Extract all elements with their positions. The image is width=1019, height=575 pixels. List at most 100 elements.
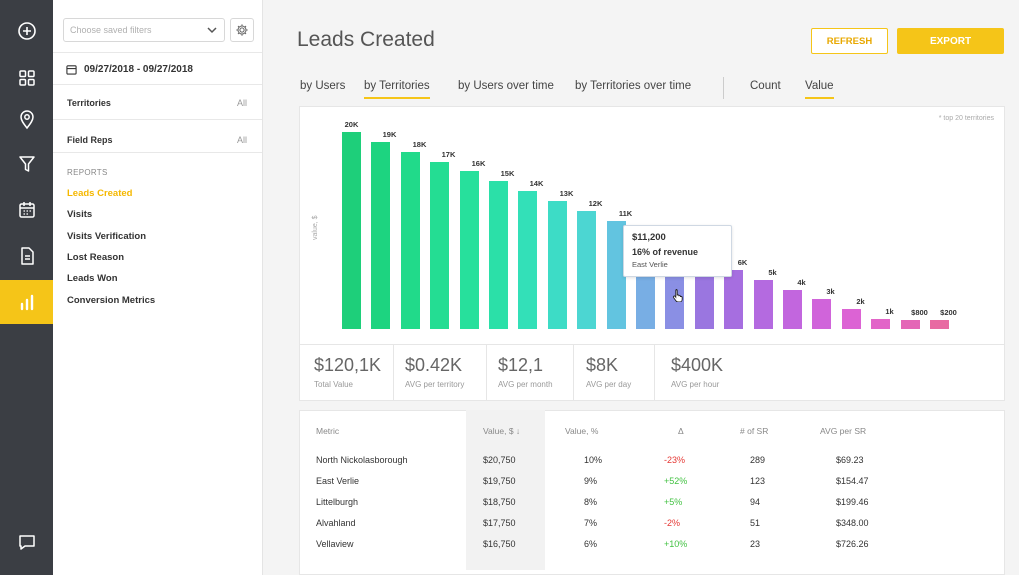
refresh-button[interactable]: REFRESH (811, 28, 888, 54)
chart-bar[interactable] (754, 279, 773, 329)
cell-pct: 7% (584, 518, 598, 528)
filter-settings-button[interactable] (230, 18, 254, 42)
chart-bar[interactable] (371, 141, 390, 329)
cell-delta: -23% (664, 455, 686, 465)
cell-metric: North Nickolasborough (316, 455, 408, 465)
stat-value: $400K (671, 355, 724, 375)
document-icon[interactable] (0, 234, 53, 278)
col-header-pct[interactable]: Value, % (565, 426, 599, 436)
stat-label: AVG per territory (405, 380, 465, 389)
cell-sr: 23 (750, 539, 761, 549)
chart-bar[interactable] (401, 151, 420, 329)
tab-by-territories[interactable]: by Territories (364, 80, 430, 99)
report-visits-verification[interactable]: Visits Verification (67, 231, 147, 242)
bar-chart-icon[interactable] (0, 280, 53, 324)
stat-label: AVG per hour (671, 380, 720, 389)
report-leads-created[interactable]: Leads Created (67, 188, 133, 199)
chart-bar[interactable] (783, 289, 802, 329)
chart-bar[interactable] (342, 132, 361, 329)
cell-value: $20,750 (483, 455, 516, 465)
col-header-delta[interactable]: Δ (678, 426, 684, 436)
chart-bar[interactable] (842, 309, 861, 329)
stat-divider (393, 344, 394, 400)
grid-icon[interactable] (0, 56, 53, 100)
chart-bar[interactable] (548, 200, 567, 329)
cell-delta: +10% (664, 539, 688, 549)
stat-total-value: $120,1K Total Value (314, 355, 381, 389)
page-title: Leads Created (297, 28, 435, 51)
cell-sr: 51 (750, 518, 761, 528)
funnel-icon[interactable] (0, 142, 53, 186)
chart-bar[interactable] (430, 161, 449, 329)
cell-pct: 9% (584, 476, 598, 486)
col-header-sr[interactable]: # of SR (740, 426, 769, 436)
stat-divider (573, 344, 574, 400)
saved-filters-select[interactable]: Choose saved filters (63, 18, 225, 42)
chart-bar[interactable] (812, 299, 831, 329)
cell-sr: 289 (750, 455, 766, 465)
filter-value: All (236, 135, 247, 145)
chart-bar[interactable] (901, 320, 920, 329)
col-header-value[interactable]: Value, $ ↓ (483, 426, 521, 436)
chart-bar[interactable] (930, 320, 949, 329)
chart-bar[interactable] (871, 319, 890, 329)
cell-avg: $348.00 (836, 518, 869, 528)
export-button[interactable]: EXPORT (897, 28, 1004, 54)
tab-by-territories-over-time[interactable]: by Territories over time (575, 80, 692, 92)
tab-by-users[interactable]: by Users (300, 80, 346, 92)
cell-pct: 10% (584, 455, 603, 465)
tab-count[interactable]: Count (750, 80, 781, 92)
metrics-table (299, 410, 1005, 575)
filter-label: Field Reps (67, 135, 113, 145)
col-header-avg-sr[interactable]: AVG per SR (820, 426, 867, 436)
tab-divider (723, 77, 724, 99)
sorted-column-highlight (466, 410, 545, 570)
col-header-metric[interactable]: Metric (316, 426, 340, 436)
location-pin-icon[interactable] (0, 98, 53, 142)
stat-avg-month: $12,1 AVG per month (498, 355, 553, 389)
chart-bar[interactable] (695, 260, 714, 329)
chart-note: * top 20 territories (938, 115, 994, 122)
bar-value-label: 11K (618, 208, 633, 218)
tab-value[interactable]: Value (805, 80, 834, 99)
tab-by-users-over-time[interactable]: by Users over time (458, 80, 554, 92)
reports-heading: REPORTS (67, 168, 108, 177)
chart-bar[interactable] (724, 269, 743, 329)
date-range-picker[interactable]: 09/27/2018 - 09/27/2018 (66, 64, 193, 75)
cell-delta: +52% (664, 476, 688, 486)
filter-sidebar: Choose saved filters 09/27/2018 - 09/27/… (53, 0, 263, 575)
chart-bar[interactable] (577, 210, 596, 329)
bar-value-label: 13K (559, 188, 574, 198)
bar-value-label: 15K (500, 169, 515, 179)
report-lost-reason[interactable]: Lost Reason (67, 252, 125, 263)
report-leads-won[interactable]: Leads Won (67, 273, 118, 284)
stat-avg-territory: $0.42K AVG per territory (405, 355, 464, 389)
chart-bar[interactable] (489, 181, 508, 329)
cell-sr: 94 (750, 497, 761, 507)
bar-value-label: 12K (588, 198, 603, 208)
chat-icon[interactable] (0, 520, 53, 564)
hand-cursor-icon (672, 289, 683, 302)
stat-value: $12,1 (498, 355, 544, 375)
chart-bar[interactable] (460, 171, 479, 329)
cell-metric: Vellaview (316, 539, 354, 549)
bar-value-label: 2k (856, 297, 865, 307)
plus-circle-icon[interactable] (0, 9, 53, 53)
cell-metric: Littelburgh (316, 497, 359, 507)
filter-value: All (236, 98, 247, 108)
report-visits[interactable]: Visits (67, 209, 93, 220)
filter-label: Territories (67, 98, 111, 108)
report-conversion-metrics[interactable]: Conversion Metrics (67, 295, 156, 306)
chart-bar[interactable] (607, 220, 626, 329)
cell-metric: Alvahland (316, 518, 356, 528)
cell-pct: 8% (584, 497, 598, 507)
chart-bar[interactable] (518, 191, 537, 329)
calendar-small-icon (66, 65, 77, 75)
cell-value: $18,750 (483, 497, 516, 507)
filter-row-field-reps[interactable]: Field Reps All (53, 121, 262, 153)
calendar-icon[interactable] (0, 188, 53, 232)
filter-row-territories[interactable]: Territories All (53, 86, 262, 120)
bar-value-label: 6K (737, 257, 748, 267)
cell-avg: $69.23 (836, 455, 864, 465)
stat-label: AVG per day (586, 380, 632, 389)
